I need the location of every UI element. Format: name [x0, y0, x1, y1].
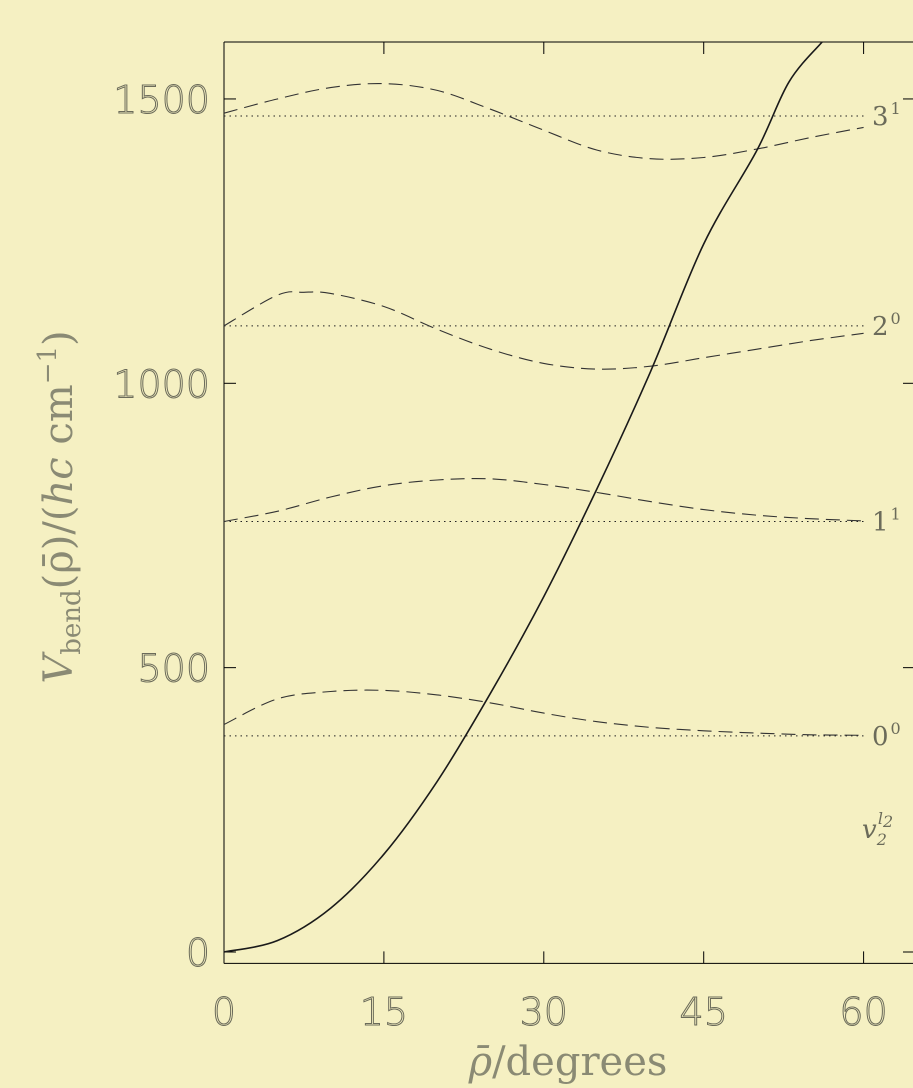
level-label-l: 1: [891, 504, 901, 523]
y-tick-label-1500: 1500: [113, 78, 210, 122]
y-axis-title-exp: −1: [33, 346, 63, 384]
x-axis-title-rho: ρ̄: [468, 1039, 493, 1085]
annotation-sub: 2: [876, 830, 887, 849]
y-axis-title-sub: bend: [57, 589, 87, 654]
axes-frame: [223, 41, 913, 964]
y-axis-title-v: V: [36, 651, 82, 684]
annotation-sup: l: [878, 809, 883, 828]
y-axis-title: Vbend(ρ̄)/(hc cm−1): [33, 330, 87, 683]
wavefunction-1-1: [223, 477, 864, 523]
y-tick-label-1000: 1000: [113, 362, 210, 406]
x-axis-title: ρ̄/degrees: [468, 1039, 668, 1085]
level-label-v: 0: [872, 722, 889, 752]
wavefunction-2-0: [223, 291, 864, 370]
y-tick-label-500: 500: [137, 647, 210, 691]
wavefunction-3-1: [223, 82, 864, 160]
level-label-l: 0: [891, 719, 901, 738]
y-axis-title-hc: hc: [36, 457, 82, 505]
x-tick-label-30: 30: [520, 990, 568, 1034]
wavefunction-0-0: [223, 689, 864, 736]
level-label-l: 1: [891, 99, 901, 118]
energy-levels: [224, 115, 864, 737]
x-tick-label-45: 45: [680, 990, 728, 1034]
x-axis-title-rest: /degrees: [492, 1039, 667, 1085]
potential-curve: [223, 41, 823, 953]
wavefunctions: [223, 82, 864, 736]
quantum-number-annotation: v2l2: [862, 809, 893, 849]
level-label-v: 2: [872, 312, 889, 342]
x-ticks: 0 15 30 45 60: [211, 42, 888, 1035]
y-axis-title-close: ): [36, 330, 82, 346]
y-tick-label-0: 0: [186, 931, 210, 975]
annotation-sup-sub: 2: [882, 812, 893, 831]
level-label-v: 3: [872, 102, 889, 132]
x-tick-label-0: 0: [212, 990, 236, 1034]
level-label-l: 0: [891, 309, 901, 328]
y-axis-title-mid: (ρ̄)/(: [36, 506, 82, 590]
x-tick-label-15: 15: [360, 990, 408, 1034]
y-axis-title-unit: cm: [36, 384, 82, 457]
x-tick-label-60: 60: [839, 990, 887, 1034]
level-labels: 0 01 12 03 1: [872, 99, 901, 752]
level-label-v: 1: [872, 507, 889, 537]
annotation-base: v: [862, 815, 877, 845]
